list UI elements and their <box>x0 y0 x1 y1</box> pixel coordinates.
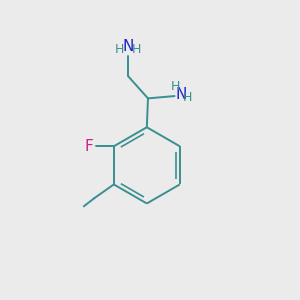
Text: H: H <box>183 92 192 104</box>
Text: N: N <box>176 87 187 102</box>
Text: H: H <box>115 44 124 56</box>
Text: H: H <box>132 44 141 56</box>
Text: F: F <box>84 139 93 154</box>
Text: N: N <box>123 40 134 55</box>
Text: H: H <box>171 80 180 93</box>
